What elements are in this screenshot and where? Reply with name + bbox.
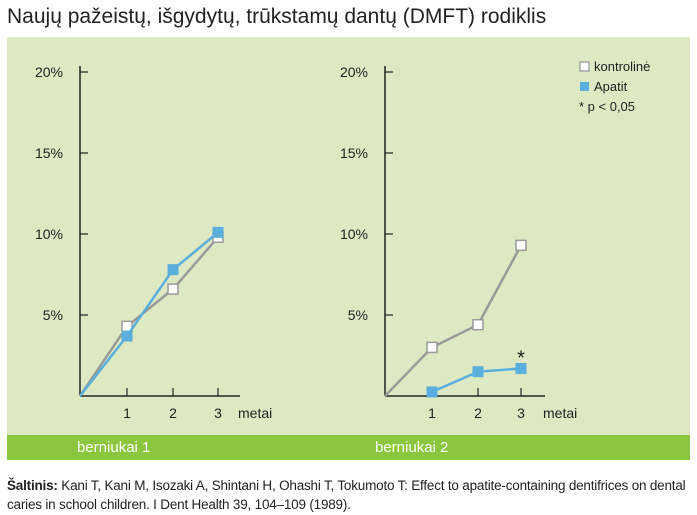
x-tick-label: 1 <box>428 405 436 421</box>
legend-label: * p < 0,05 <box>579 99 635 114</box>
chart-title: Naujų pažeistų, išgydytų, trūkstamų dant… <box>7 5 547 28</box>
x-tick-label: 1 <box>123 405 131 421</box>
y-tick-label: 15% <box>35 145 63 161</box>
y-tick-label: 5% <box>43 307 63 323</box>
data-point <box>515 362 527 374</box>
legend-marker-kontroline <box>579 61 590 72</box>
series-line-1 <box>79 231 219 397</box>
source-label: Šaltinis: <box>7 478 58 493</box>
y-tick-label: 20% <box>35 64 63 80</box>
panel-label-1: berniukai 1 <box>77 439 151 456</box>
y-tick-label: 10% <box>340 226 368 242</box>
chart-panel <box>7 37 690 435</box>
data-point <box>121 330 133 342</box>
data-point <box>167 264 179 276</box>
y-tick-label: 10% <box>35 226 63 242</box>
panel-label-2: berniukai 2 <box>375 439 449 456</box>
data-point <box>426 341 438 354</box>
data-point <box>426 386 438 398</box>
legend-label: Apatit <box>594 79 628 94</box>
x-tick-label: 3 <box>214 405 222 421</box>
x-tick-label: 2 <box>474 405 482 421</box>
data-point <box>167 283 179 295</box>
significance-annotation: * <box>517 347 525 369</box>
data-point <box>212 226 224 238</box>
x-tick-label: 2 <box>169 405 177 421</box>
data-point <box>515 239 527 252</box>
series-line-0 <box>78 236 219 397</box>
legend-label: kontrolinė <box>594 59 650 74</box>
data-point <box>472 318 484 331</box>
series-line-0 <box>384 244 523 397</box>
x-tick-label: 3 <box>517 405 525 421</box>
panel-label-bar: berniukai 1 berniukai 2 <box>7 435 690 460</box>
legend-marker-apatit <box>580 82 589 91</box>
source-text: Kani T, Kani M, Isozaki A, Shintani H, O… <box>7 478 686 512</box>
data-point <box>472 366 484 378</box>
y-tick-label: 5% <box>348 307 368 323</box>
x-axis-label: metai <box>543 405 577 421</box>
y-tick-label: 20% <box>340 64 368 80</box>
y-tick-label: 15% <box>340 145 368 161</box>
source-citation: Šaltinis: Kani T, Kani M, Isozaki A, Shi… <box>7 476 697 514</box>
x-axis-label: metai <box>238 405 272 421</box>
